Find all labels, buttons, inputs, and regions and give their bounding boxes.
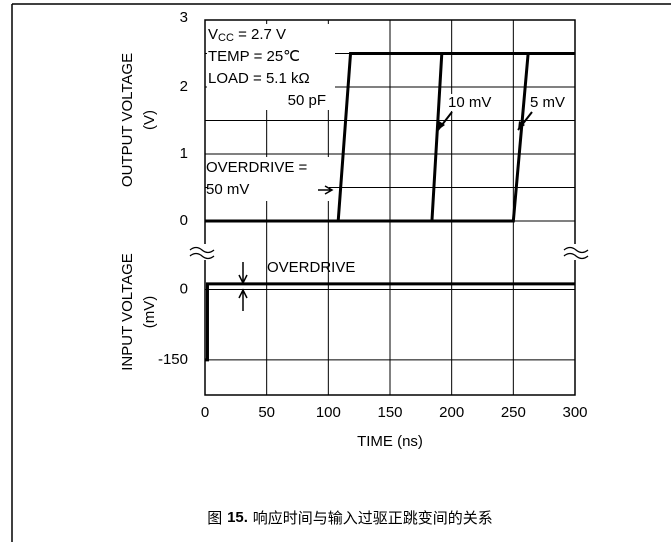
data-line — [205, 52, 575, 223]
axis-break — [189, 246, 215, 260]
annotation-bg — [528, 93, 568, 111]
x-tick-label: 250 — [501, 404, 526, 421]
series-label: 5 mV — [530, 94, 565, 111]
y-tick-label: 1 — [180, 145, 188, 162]
x-tick-label: 100 — [316, 404, 341, 421]
x-axis-label: TIME (ns) — [357, 433, 423, 450]
x-tick-label: 0 — [201, 404, 209, 421]
y-tick-label: 0 — [180, 212, 188, 229]
y-axis-label: INPUT VOLTAGE — [119, 253, 136, 371]
arrow-head — [518, 121, 525, 130]
x-tick-label: 300 — [562, 404, 587, 421]
annotation: 50 pF — [288, 92, 326, 109]
annotation: OVERDRIVE = — [206, 159, 308, 176]
y-tick-label: 3 — [180, 9, 188, 26]
annotation: OVERDRIVE — [267, 259, 355, 276]
labels: 0 50 100 150 200 250 300 0 1 2 3 OUTPUT VOLTAGE (V) 0… — [119, 9, 588, 421]
x-tick-label: 200 — [439, 404, 464, 421]
annotation: LOAD = 5.1 kΩ — [208, 70, 310, 87]
caption: 图 15. 响应时间与输入过驱正跳变间的关系 — [207, 509, 492, 527]
series-label: 10 mV — [448, 94, 491, 111]
annotation: VCC = 2.7 V — [208, 26, 286, 44]
break-bg — [562, 244, 592, 260]
overdrive-arrows — [238, 262, 248, 311]
arrow — [318, 185, 334, 195]
x-tick-label: 50 — [258, 404, 275, 421]
marks — [205, 52, 575, 362]
x-tick-label: 150 — [377, 404, 402, 421]
annotation-bg — [446, 93, 494, 111]
y-tick-label: 2 — [180, 78, 188, 95]
y-tick-label: -150 — [158, 351, 188, 368]
data-line — [205, 282, 575, 362]
break-bg — [188, 244, 218, 260]
annotation-bg — [207, 24, 335, 110]
axis-break — [563, 246, 589, 260]
y-axis-label: (mV) — [141, 296, 158, 329]
y-axis-label: OUTPUT VOLTAGE — [119, 53, 136, 187]
arrow-head — [438, 121, 445, 130]
annotation: 50 mV — [206, 181, 249, 198]
annotation: TEMP = 25℃ — [208, 48, 300, 65]
annotation-bg — [207, 157, 329, 201]
y-axis-label: (V) — [141, 110, 158, 130]
plot-frame — [204, 19, 576, 396]
y-tick-label: 0 — [180, 281, 188, 298]
